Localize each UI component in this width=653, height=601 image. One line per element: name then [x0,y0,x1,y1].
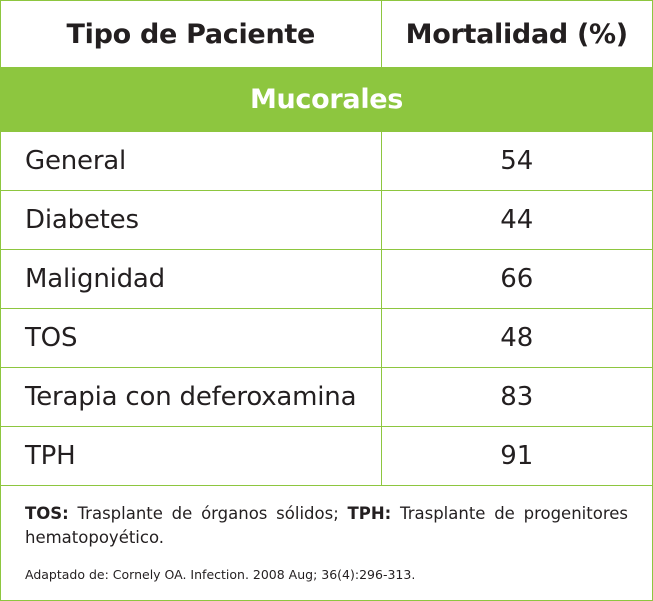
row-label: TPH [1,426,382,486]
section-title: Mucorales [1,67,652,132]
table-row: TOS 48 [1,308,652,368]
section-row: Mucorales [1,67,652,132]
table-row: Terapia con deferoxamina 83 [1,367,652,427]
row-value: 48 [380,308,652,368]
mortality-table: Tipo de Paciente Mortalidad (%) Mucorale… [1,1,652,486]
footnote-def-tph: Trasplante de progenitores hematopoyétic… [25,504,628,547]
row-value: 54 [380,131,652,191]
row-value: 66 [380,249,652,309]
row-label: Terapia con deferoxamina [1,367,382,427]
header-row: Tipo de Paciente Mortalidad (%) [1,1,652,68]
row-value: 83 [380,367,652,427]
header-mortality: Mortalidad (%) [380,1,652,68]
row-label: Malignidad [1,249,382,309]
footnote-def-tos: Trasplante de órganos sólidos; [68,504,348,523]
source-citation: Adaptado de: Cornely OA. Infection. 2008… [25,567,416,582]
row-label: Diabetes [1,190,382,250]
table-row: TPH 91 [1,426,652,486]
table-row: Malignidad 66 [1,249,652,309]
header-patient-type: Tipo de Paciente [1,1,382,68]
abbreviations-footnote: TOS: Trasplante de órganos sólidos; TPH:… [25,502,628,550]
row-value: 44 [380,190,652,250]
footnote-abbr-tos: TOS: [25,504,69,523]
row-label: TOS [1,308,382,368]
row-label: General [1,131,382,191]
table-row: Diabetes 44 [1,190,652,250]
table-row: General 54 [1,131,652,191]
row-value: 91 [380,426,652,486]
footnote-abbr-tph: TPH: [347,504,392,523]
